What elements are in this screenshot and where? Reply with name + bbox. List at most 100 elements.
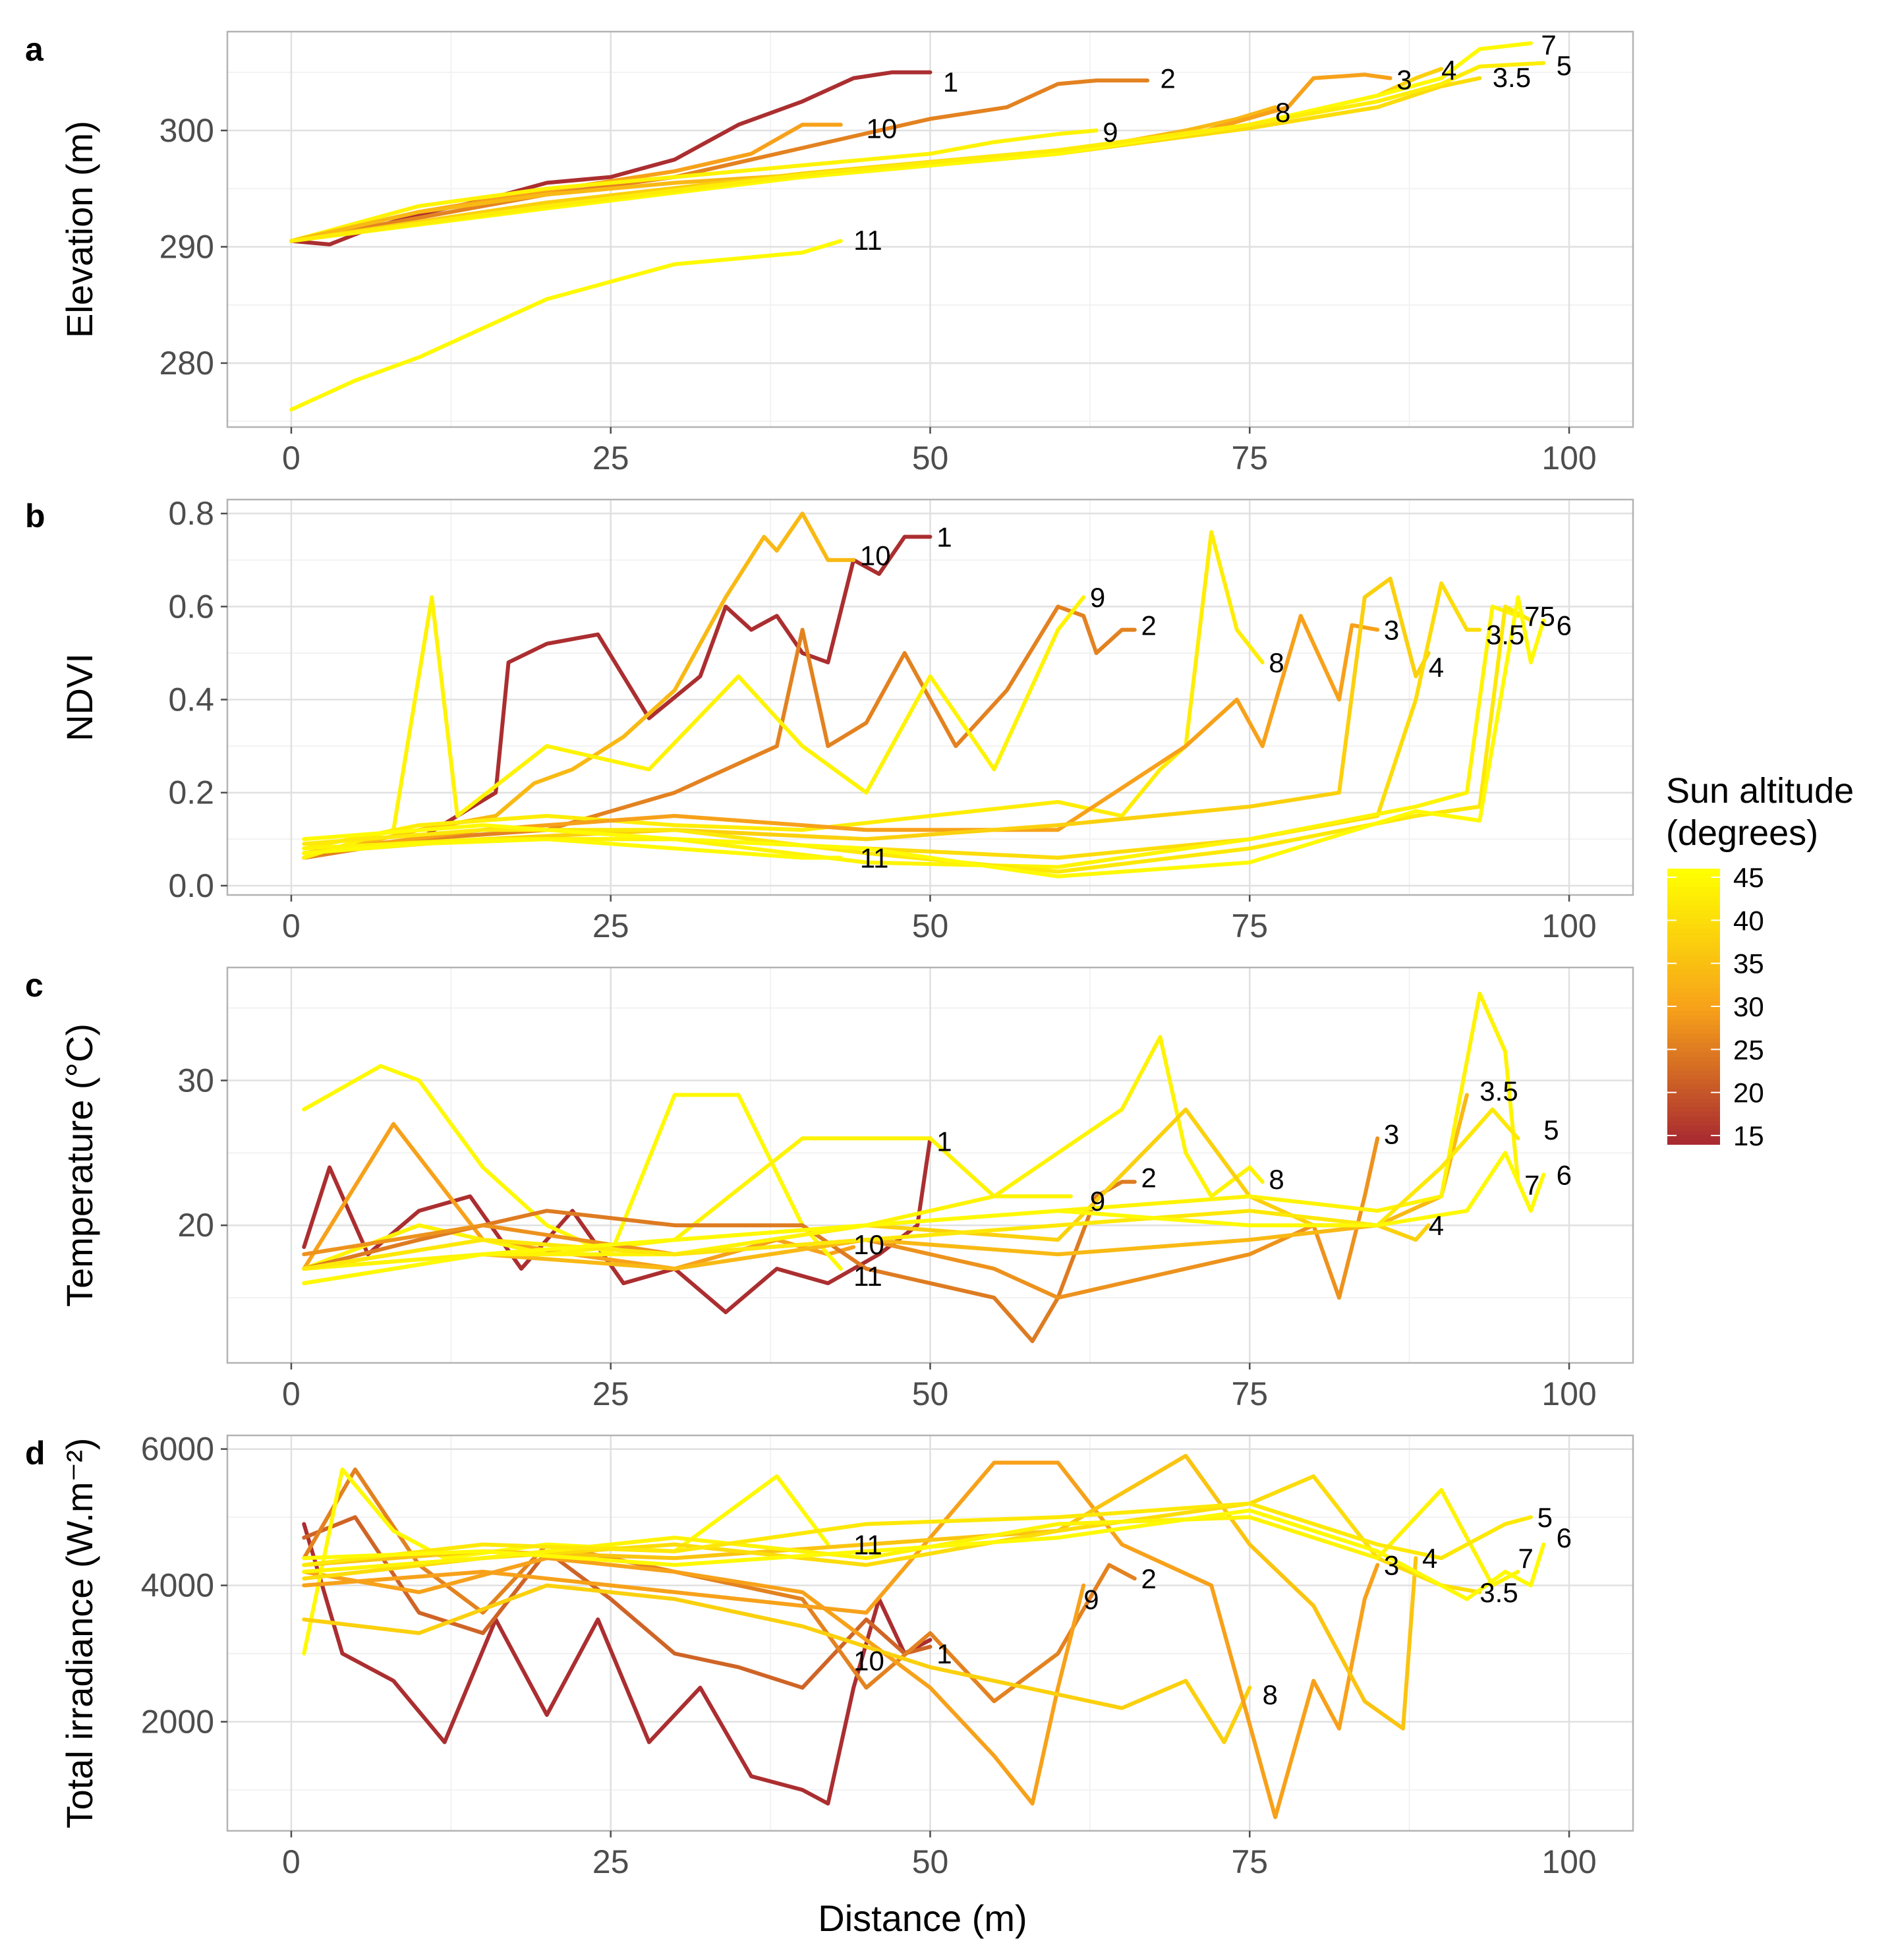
gridlines xyxy=(227,967,1633,1363)
colorbar-segment xyxy=(1667,1107,1720,1113)
series-line-6 xyxy=(302,595,1546,879)
colorbar-segment xyxy=(1667,933,1720,938)
x-axis-title: Distance (m) xyxy=(818,1897,1027,1939)
colorbar-segment xyxy=(1667,1130,1720,1136)
run-label: 10 xyxy=(853,1229,884,1260)
y-tick-label: 2000 xyxy=(141,1703,214,1740)
x-tick-label: 50 xyxy=(912,440,949,476)
x-tick-label: 25 xyxy=(592,1375,629,1412)
panel-tag: d xyxy=(25,1435,45,1472)
x-tick-label: 0 xyxy=(282,908,301,944)
run-label: 10 xyxy=(853,1645,884,1676)
colorbar-segment xyxy=(1667,1112,1720,1118)
colorbar-segment xyxy=(1667,988,1720,994)
colorbar-segment xyxy=(1667,900,1720,906)
colorbar-segment xyxy=(1667,1103,1720,1109)
series-line-6 xyxy=(302,1151,1546,1286)
run-label: 4 xyxy=(1422,1543,1437,1574)
legend-title-line1: Sun altitude xyxy=(1666,771,1854,811)
series-line-2 xyxy=(289,78,1150,243)
colorbar-segment xyxy=(1667,1047,1720,1053)
series-line-5 xyxy=(302,1501,1533,1567)
colorbar-segment xyxy=(1667,979,1720,985)
panel-tag: c xyxy=(25,967,43,1004)
run-label: 6 xyxy=(1557,1159,1572,1190)
x-tick-label: 0 xyxy=(282,1843,301,1880)
run-label: 4 xyxy=(1441,55,1456,86)
colorbar-segment xyxy=(1667,969,1720,975)
colorbar-segment xyxy=(1667,1066,1720,1072)
y-tick-label: 0.2 xyxy=(168,774,214,811)
x-tick-label: 75 xyxy=(1231,440,1268,476)
run-label: 6 xyxy=(1557,610,1572,641)
series-line-2 xyxy=(302,604,1137,860)
colorbar-segment xyxy=(1667,1011,1720,1016)
colorbar-segment xyxy=(1667,942,1720,948)
run-label: 3.5 xyxy=(1493,62,1531,93)
colorbar-segment xyxy=(1667,886,1720,892)
x-tick-label: 75 xyxy=(1231,1375,1268,1412)
colorbar-segment xyxy=(1667,1015,1720,1021)
y-tick-label: 30 xyxy=(177,1062,214,1099)
colorbar-segment xyxy=(1667,1024,1720,1030)
colorbar-segment xyxy=(1667,937,1720,943)
x-tick-label: 50 xyxy=(912,1843,949,1880)
colorbar-segment xyxy=(1667,956,1720,962)
legend-tick-label: 45 xyxy=(1733,862,1764,893)
legend-tick-label: 40 xyxy=(1733,905,1764,936)
run-label: 2 xyxy=(1141,1163,1156,1194)
colorbar-segment xyxy=(1667,1121,1720,1127)
colorbar-segment xyxy=(1667,928,1720,934)
run-label: 8 xyxy=(1269,1164,1284,1195)
y-tick-label: 20 xyxy=(177,1207,214,1244)
x-tick-label: 0 xyxy=(282,1375,301,1412)
run-label: 6 xyxy=(1557,1522,1572,1553)
colorbar-segment xyxy=(1667,946,1720,952)
colorbar-segment xyxy=(1667,1098,1720,1104)
y-tick-label: 4000 xyxy=(141,1567,214,1604)
series-line-7 xyxy=(302,604,1520,869)
run-label: 2 xyxy=(1141,610,1156,641)
run-label: 8 xyxy=(1275,97,1290,128)
x-tick-label: 25 xyxy=(592,908,629,944)
panel-d: 11 10 1 9 2 8 3 4 3.5 576 0 25 50 75 100 2000 4000 6000 To… xyxy=(25,1431,1634,1880)
colorbar-segment xyxy=(1667,914,1720,920)
legend-colorbar xyxy=(1667,869,1720,1145)
colorbar-segment xyxy=(1667,1080,1720,1085)
series-line-9 xyxy=(302,1556,1086,1806)
series-line-10 xyxy=(302,511,856,860)
run-label: 1 xyxy=(936,521,952,552)
run-label: 1 xyxy=(936,1638,952,1669)
panel-tag: a xyxy=(25,31,44,68)
y-tick-label: 0.8 xyxy=(168,495,214,532)
run-label: 5 xyxy=(1543,1114,1559,1145)
series-line-5 xyxy=(289,61,1546,243)
run-label: 3 xyxy=(1396,64,1412,95)
series-line-2 xyxy=(302,1180,1137,1343)
y-tick-label: 290 xyxy=(159,228,214,265)
x-tick-label: 25 xyxy=(592,440,629,476)
run-label: 11 xyxy=(853,225,882,256)
x-tick-label: 75 xyxy=(1231,908,1268,944)
colorbar-segment xyxy=(1667,882,1720,888)
run-label: 3 xyxy=(1384,1550,1399,1581)
gridlines xyxy=(227,32,1633,427)
colorbar-segment xyxy=(1667,993,1720,998)
series-line-10 xyxy=(302,1122,856,1271)
colorbar-segment xyxy=(1667,1020,1720,1025)
colorbar-segment xyxy=(1667,919,1720,925)
run-label: 5 xyxy=(1557,50,1572,81)
y-axis-title: Elevation (m) xyxy=(59,121,100,338)
x-tick-label: 0 xyxy=(282,440,301,476)
y-tick-label: 6000 xyxy=(141,1431,214,1468)
colorbar-segment xyxy=(1667,1070,1720,1076)
x-tick-labels: 0 25 50 75 100 xyxy=(282,1831,1597,1880)
series-group xyxy=(302,1454,1546,1820)
series-group xyxy=(302,991,1546,1343)
series-line-4 xyxy=(302,1454,1418,1731)
colorbar-segment xyxy=(1667,1135,1720,1141)
run-label: 3 xyxy=(1384,615,1399,646)
